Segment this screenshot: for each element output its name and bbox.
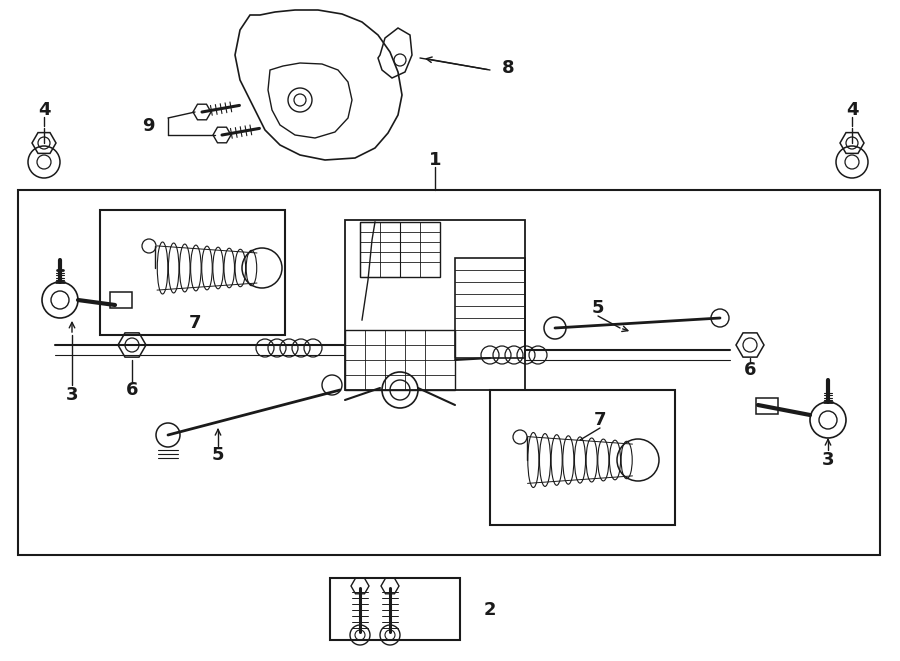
Text: 9: 9 xyxy=(142,117,154,135)
Text: 8: 8 xyxy=(501,59,514,77)
Bar xyxy=(345,330,455,390)
Bar xyxy=(360,222,440,277)
Text: 3: 3 xyxy=(822,451,834,469)
Text: 5: 5 xyxy=(592,299,604,317)
Text: 2: 2 xyxy=(484,601,496,619)
Text: 1: 1 xyxy=(428,151,441,169)
Text: 6: 6 xyxy=(126,381,139,399)
Text: 4: 4 xyxy=(38,101,50,119)
Text: 7: 7 xyxy=(594,411,607,429)
Bar xyxy=(360,222,400,277)
Text: 6: 6 xyxy=(743,361,756,379)
Text: 7: 7 xyxy=(189,314,202,332)
Text: 3: 3 xyxy=(66,386,78,404)
Bar xyxy=(756,398,778,414)
Bar xyxy=(490,390,675,525)
Bar xyxy=(455,258,525,358)
Bar xyxy=(18,190,880,555)
Text: 4: 4 xyxy=(846,101,859,119)
Bar xyxy=(345,220,525,390)
Bar xyxy=(100,210,285,335)
Bar xyxy=(110,292,132,308)
Text: 5: 5 xyxy=(212,446,224,464)
Bar xyxy=(330,578,460,640)
